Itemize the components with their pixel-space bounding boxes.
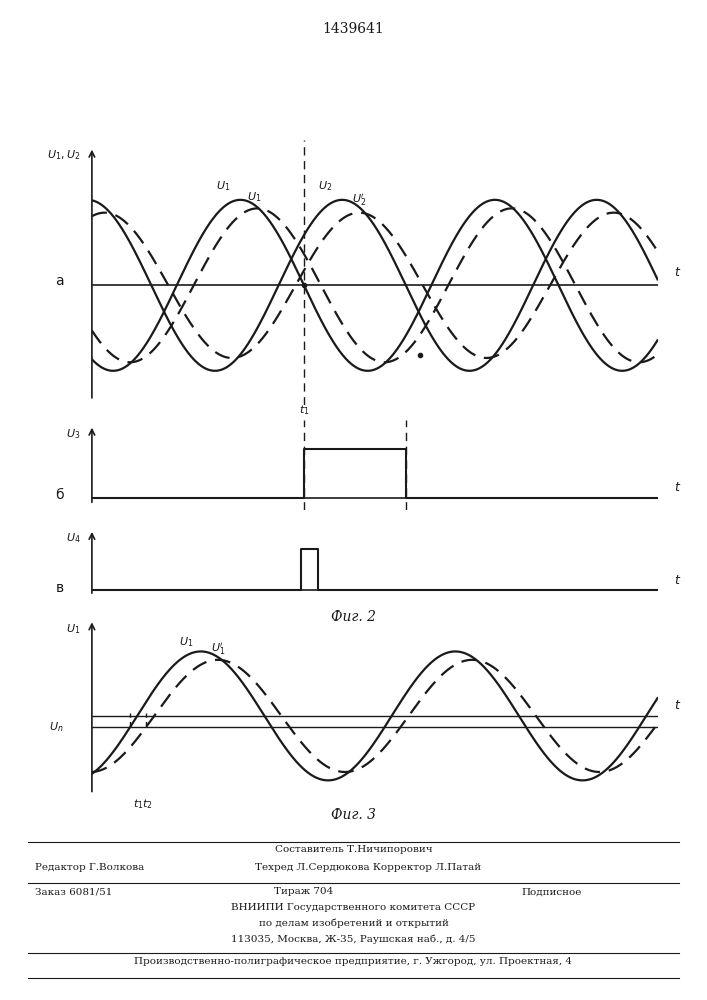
Text: Подписное: Подписное: [521, 887, 582, 896]
Text: $t_1$: $t_1$: [299, 403, 309, 417]
Text: $t$: $t$: [674, 699, 682, 712]
Text: по делам изобретений и открытий: по делам изобретений и открытий: [259, 919, 448, 928]
Text: $U_1'$: $U_1'$: [211, 641, 225, 657]
Text: Производственно-полиграфическое предприятие, г. Ужгород, ул. Проектная, 4: Производственно-полиграфическое предприя…: [134, 958, 573, 966]
Text: Фиг. 2: Фиг. 2: [331, 610, 376, 624]
Text: $t_1 t_2$: $t_1 t_2$: [134, 797, 153, 811]
Text: $U_1$: $U_1$: [66, 622, 81, 636]
Text: $U_3$: $U_3$: [66, 427, 81, 441]
Text: а: а: [55, 274, 64, 288]
Text: $U_1, U_2$: $U_1, U_2$: [47, 149, 81, 162]
Text: Составитель Т.Ничипорович: Составитель Т.Ничипорович: [275, 845, 432, 854]
Text: Фиг. 3: Фиг. 3: [331, 808, 376, 822]
Text: Тираж 704: Тираж 704: [274, 887, 334, 896]
Text: $U_4$: $U_4$: [66, 531, 81, 545]
Text: б: б: [55, 488, 64, 502]
Text: $U_1$: $U_1$: [180, 635, 194, 649]
Text: $U_1$: $U_1$: [216, 179, 230, 193]
Text: $t$: $t$: [674, 481, 682, 494]
Text: $U_2'$: $U_2'$: [352, 192, 366, 208]
Text: $t$: $t$: [674, 574, 682, 587]
Text: Заказ 6081/51: Заказ 6081/51: [35, 887, 112, 896]
Text: в: в: [56, 581, 64, 595]
Text: ВНИИПИ Государственного комитета СССР: ВНИИПИ Государственного комитета СССР: [231, 903, 476, 912]
Text: 1439641: 1439641: [322, 22, 385, 36]
Text: $U_n$: $U_n$: [49, 720, 64, 734]
Text: $t$: $t$: [674, 266, 682, 279]
Text: Редактор Г.Волкова: Редактор Г.Волкова: [35, 863, 145, 872]
Text: Техред Л.Сердюкова Корректор Л.Патай: Техред Л.Сердюкова Корректор Л.Патай: [255, 863, 481, 872]
Text: 113035, Москва, Ж-35, Раушская наб., д. 4/5: 113035, Москва, Ж-35, Раушская наб., д. …: [231, 935, 476, 944]
Text: $U_1$: $U_1$: [247, 190, 262, 204]
Text: $U_2$: $U_2$: [318, 179, 332, 193]
